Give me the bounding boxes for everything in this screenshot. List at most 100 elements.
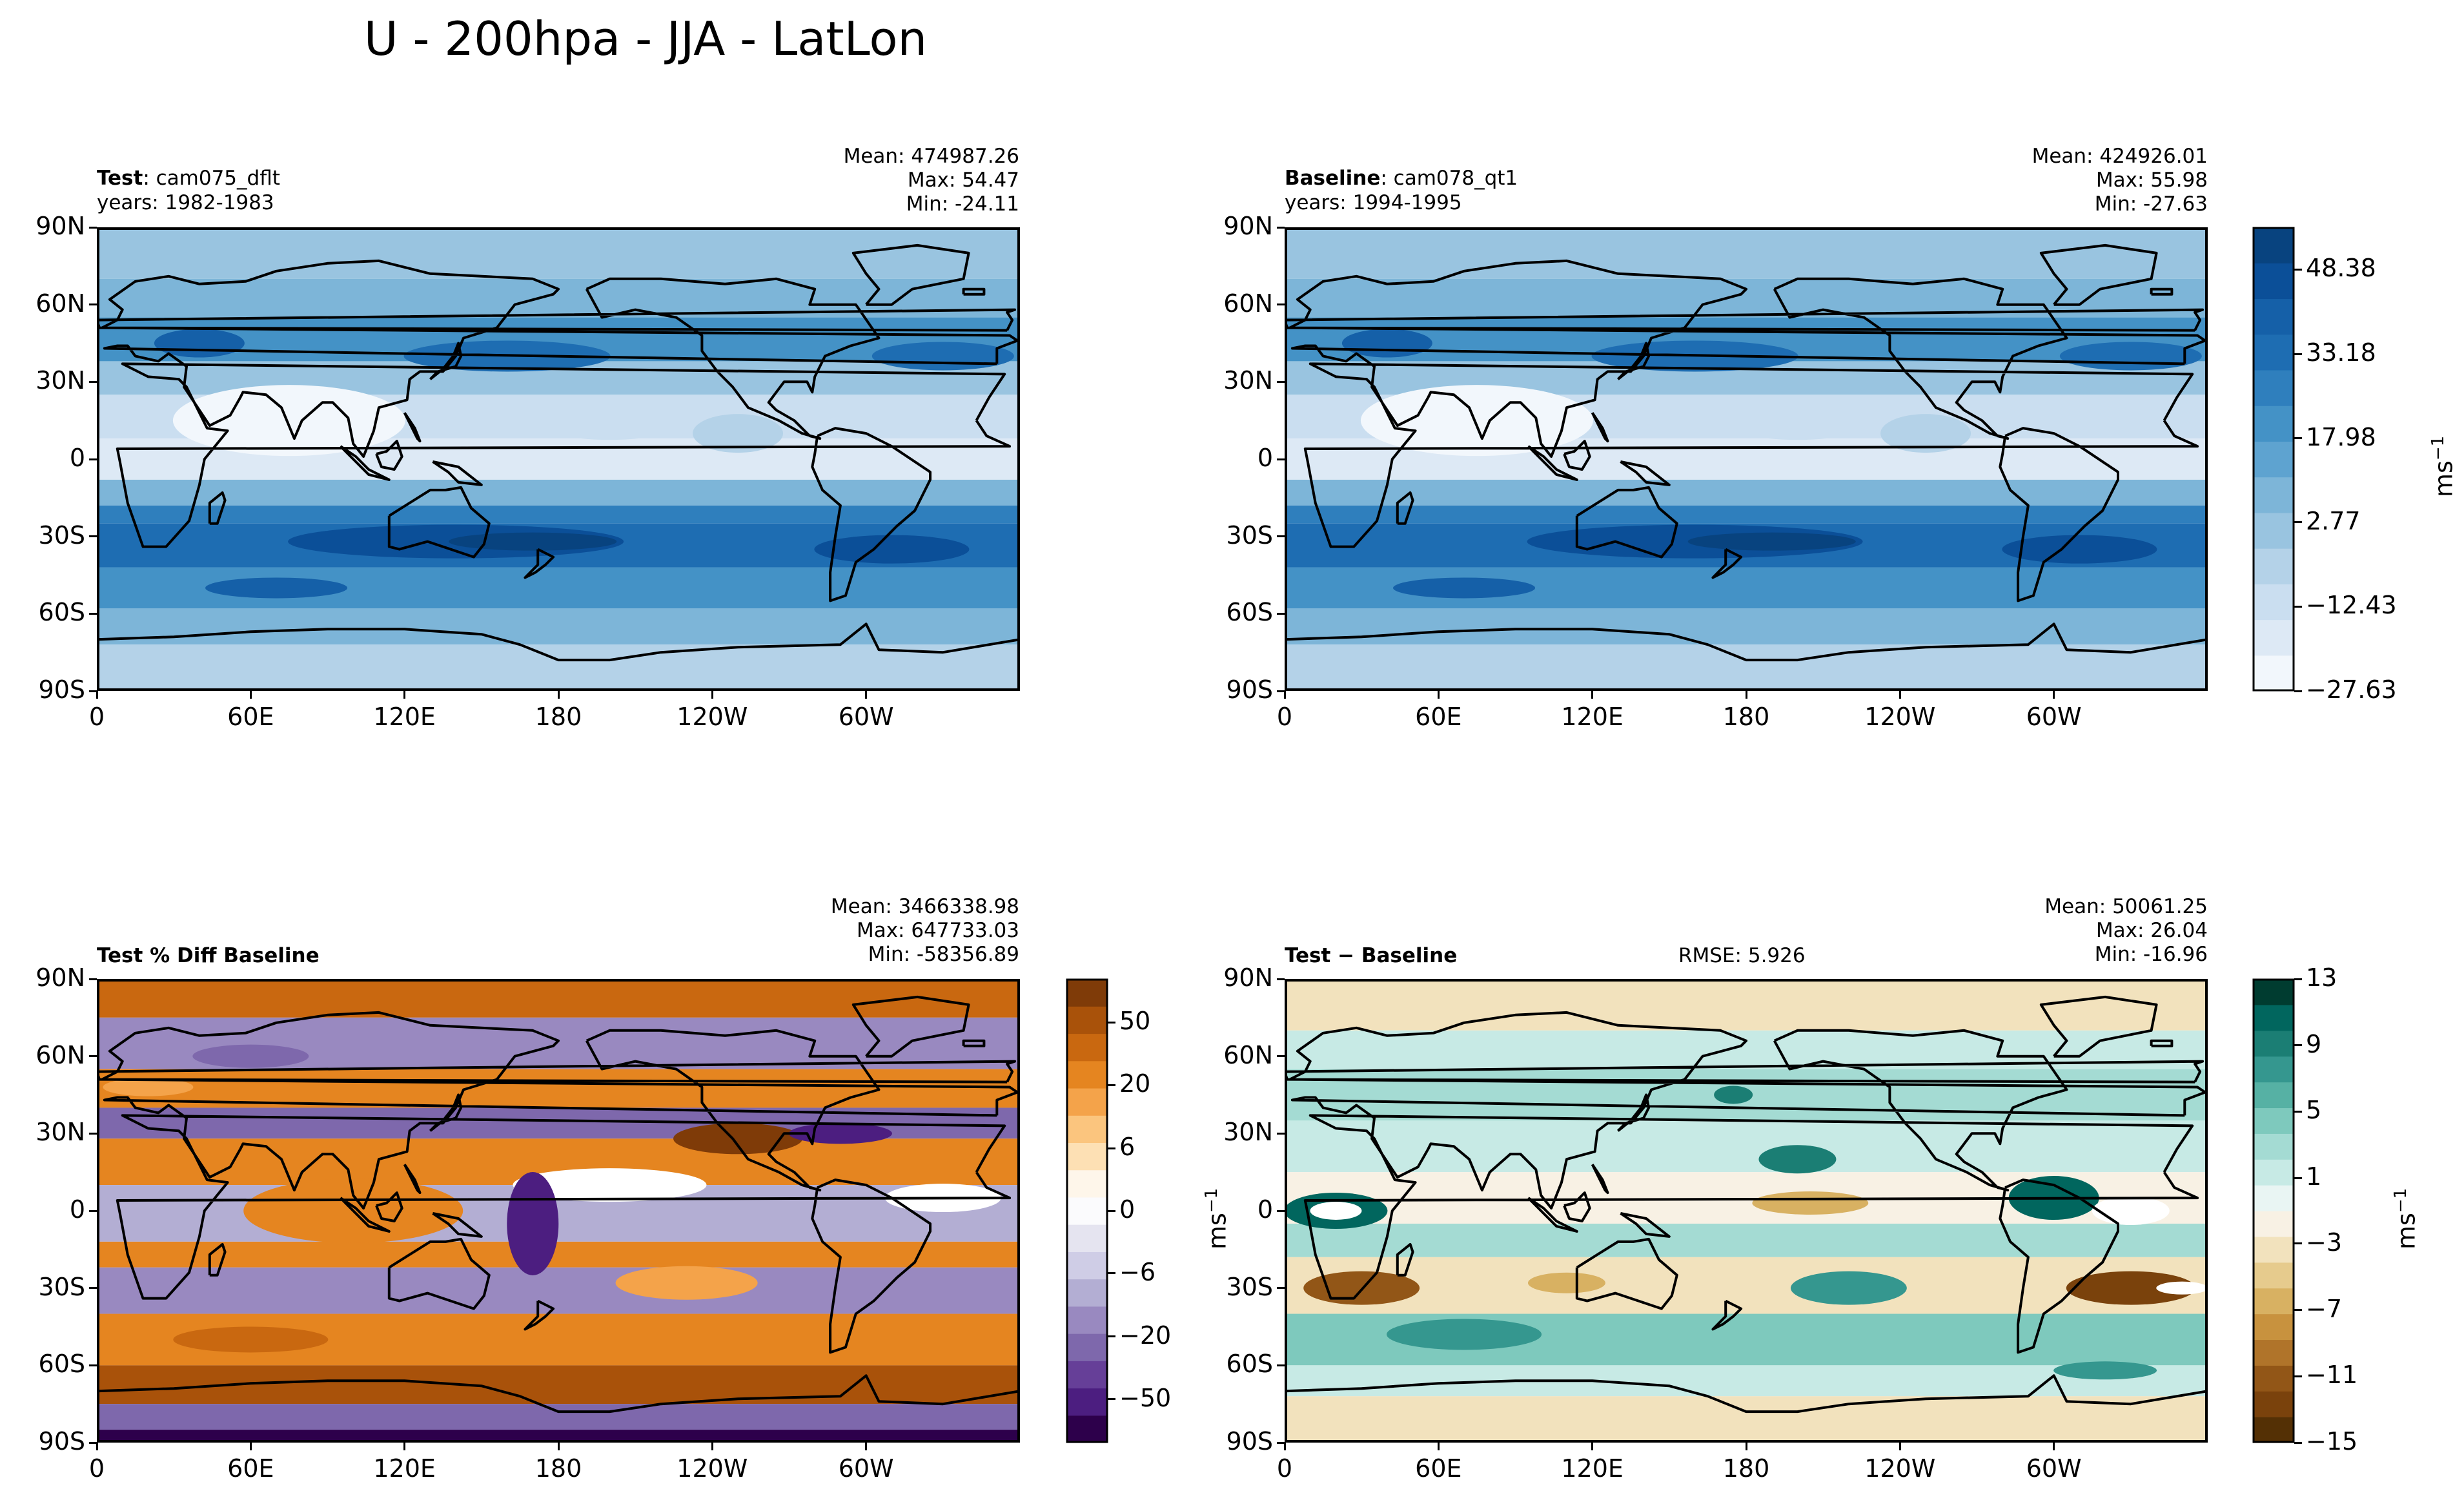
diff-ytick: 30N bbox=[1223, 1118, 1273, 1147]
pctdiff-xtick: 180 bbox=[535, 1454, 582, 1483]
test-ytick: 30N bbox=[36, 366, 85, 395]
baseline-ytick-mark bbox=[1277, 226, 1285, 229]
pctdiff-ytick-mark bbox=[89, 1287, 97, 1290]
pctdiff-ytick: 60S bbox=[38, 1350, 85, 1379]
pctdiff-colorbar-tick: 20 bbox=[1119, 1069, 1151, 1098]
pctdiff-xtick: 60W bbox=[838, 1454, 894, 1483]
pctdiff-colorbar-tick: 6 bbox=[1119, 1133, 1135, 1162]
diff-colorbar-level bbox=[2253, 1313, 2294, 1341]
pctdiff-xtick-mark bbox=[403, 1443, 406, 1450]
baseline-xtick-mark bbox=[1745, 691, 1747, 699]
diff-colorbar-tick-mark bbox=[2294, 1441, 2302, 1444]
diff-xtick: 180 bbox=[1722, 1454, 1770, 1483]
pctdiff-ytick: 30S bbox=[38, 1272, 85, 1301]
baseline-ytick: 30S bbox=[1226, 520, 1273, 550]
pctdiff-colorbar-tick: −20 bbox=[1119, 1321, 1172, 1350]
diff-colorbar-tick: 1 bbox=[2306, 1162, 2322, 1191]
baseline-colorbar-tick-mark bbox=[2294, 521, 2302, 524]
pctdiff-plot-frame bbox=[97, 979, 1020, 1443]
pctdiff-colorbar-level bbox=[1066, 1251, 1108, 1280]
baseline-mean: Mean: 424926.01 bbox=[2031, 145, 2208, 168]
pctdiff-xtick-mark bbox=[865, 1443, 868, 1450]
baseline-colorbar-level bbox=[2253, 584, 2294, 621]
baseline-ytick-mark bbox=[1277, 380, 1285, 383]
pctdiff-xtick-mark bbox=[249, 1443, 252, 1450]
baseline-ytick: 0 bbox=[1257, 444, 1273, 472]
diff-colorbar-frame bbox=[2252, 978, 2295, 1443]
diff-colorbar-tick-mark bbox=[2294, 1044, 2302, 1047]
baseline-ytick: 90S bbox=[1226, 675, 1273, 704]
pctdiff-colorbar-level bbox=[1066, 1197, 1108, 1225]
diff-mean: Mean: 50061.25 bbox=[2044, 895, 2208, 918]
diff-ytick: 90S bbox=[1226, 1427, 1273, 1456]
diff-colorbar-level bbox=[2253, 1107, 2294, 1134]
pctdiff-colorbar-level bbox=[1066, 1388, 1108, 1416]
diff-xtick-mark bbox=[1591, 1443, 1594, 1450]
diff-colorbar-level bbox=[2253, 1211, 2294, 1237]
test-ytick: 0 bbox=[69, 444, 85, 472]
diff-colorbar-tick-mark bbox=[2294, 1375, 2302, 1377]
diff-ytick: 60N bbox=[1223, 1040, 1273, 1069]
pctdiff-colorbar-level bbox=[1066, 1169, 1108, 1198]
diff-ytick: 0 bbox=[1257, 1195, 1273, 1224]
baseline-coastlines bbox=[1285, 243, 2208, 662]
pctdiff-colorbar-tick-mark bbox=[1108, 1272, 1115, 1275]
diff-ytick-mark bbox=[1277, 1055, 1285, 1058]
diff-max: Max: 26.04 bbox=[2095, 919, 2208, 942]
pctdiff-colorbar-tick: 0 bbox=[1119, 1195, 1135, 1224]
pctdiff-max: Max: 647733.03 bbox=[856, 919, 1019, 942]
baseline-colorbar-level bbox=[2253, 263, 2294, 300]
pctdiff-colorbar-level bbox=[1066, 1224, 1108, 1252]
test-xtick-mark bbox=[96, 691, 98, 699]
baseline-xtick-mark bbox=[2053, 691, 2055, 699]
pctdiff-colorbar-level bbox=[1066, 1115, 1108, 1144]
baseline-colorbar bbox=[2252, 227, 2295, 692]
test-xtick: 60E bbox=[227, 703, 274, 731]
diff-colorbar-level bbox=[2253, 1339, 2294, 1366]
pctdiff-xtick: 60E bbox=[227, 1454, 274, 1483]
pctdiff-ytick: 60N bbox=[36, 1040, 85, 1069]
test-ytick: 90N bbox=[36, 212, 85, 240]
diff-colorbar-tick-mark bbox=[2294, 1309, 2302, 1312]
test-xtick: 60W bbox=[838, 703, 894, 731]
baseline-xtick: 180 bbox=[1722, 703, 1770, 731]
baseline-colorbar-tick: −12.43 bbox=[2306, 591, 2397, 620]
pctdiff-ytick-mark bbox=[89, 1441, 97, 1444]
baseline-ytick: 30N bbox=[1223, 366, 1273, 395]
pctdiff-colorbar-tick-mark bbox=[1108, 1209, 1115, 1212]
diff-colorbar-level bbox=[2253, 1365, 2294, 1392]
diff-colorbar bbox=[2252, 978, 2295, 1443]
pctdiff-colorbar-level bbox=[1066, 1142, 1108, 1171]
baseline-xtick-mark bbox=[1899, 691, 1901, 699]
diff-colorbar-tick: 9 bbox=[2306, 1029, 2322, 1058]
pctdiff-colorbar-level bbox=[1066, 1415, 1108, 1443]
baseline-stats: Mean: 424926.01 Max: 55.98 Min: -27.63 bbox=[2032, 145, 2208, 216]
pctdiff-colorbar-tick: −6 bbox=[1119, 1257, 1156, 1286]
test-xtick: 0 bbox=[88, 703, 105, 731]
baseline-colorbar-level bbox=[2253, 334, 2294, 371]
test-ytick-mark bbox=[89, 226, 97, 229]
baseline-colorbar-unit: ms−1 bbox=[2428, 435, 2458, 497]
baseline-colorbar-level bbox=[2253, 619, 2294, 656]
diff-stats: Mean: 50061.25 Max: 26.04 Min: -16.96 bbox=[2044, 895, 2208, 967]
baseline-colorbar-level bbox=[2253, 477, 2294, 513]
diff-colorbar-tick: −11 bbox=[2306, 1361, 2358, 1390]
diff-colorbar-level bbox=[2253, 1159, 2294, 1186]
diff-colorbar-level bbox=[2253, 1391, 2294, 1417]
test-xtick: 120W bbox=[677, 703, 748, 731]
baseline-colorbar-level bbox=[2253, 369, 2294, 406]
test-max: Max: 54.47 bbox=[907, 169, 1019, 192]
diff-colorbar-tick-mark bbox=[2294, 1110, 2302, 1113]
test-mean: Mean: 474987.26 bbox=[843, 145, 1019, 168]
diff-xtick-mark bbox=[2053, 1443, 2055, 1450]
baseline-xtick: 60W bbox=[2026, 703, 2082, 731]
diff-xtick: 120E bbox=[1561, 1454, 1624, 1483]
baseline-colorbar-tick-mark bbox=[2294, 690, 2302, 692]
diff-xtick: 60E bbox=[1415, 1454, 1462, 1483]
pctdiff-ytick: 30N bbox=[36, 1118, 85, 1147]
baseline-xtick-mark bbox=[1437, 691, 1440, 699]
diff-ytick-mark bbox=[1277, 1209, 1285, 1212]
diff-colorbar-tick: −3 bbox=[2306, 1228, 2343, 1257]
pctdiff-colorbar-tick-mark bbox=[1108, 1021, 1115, 1024]
baseline-colorbar-level bbox=[2253, 298, 2294, 335]
